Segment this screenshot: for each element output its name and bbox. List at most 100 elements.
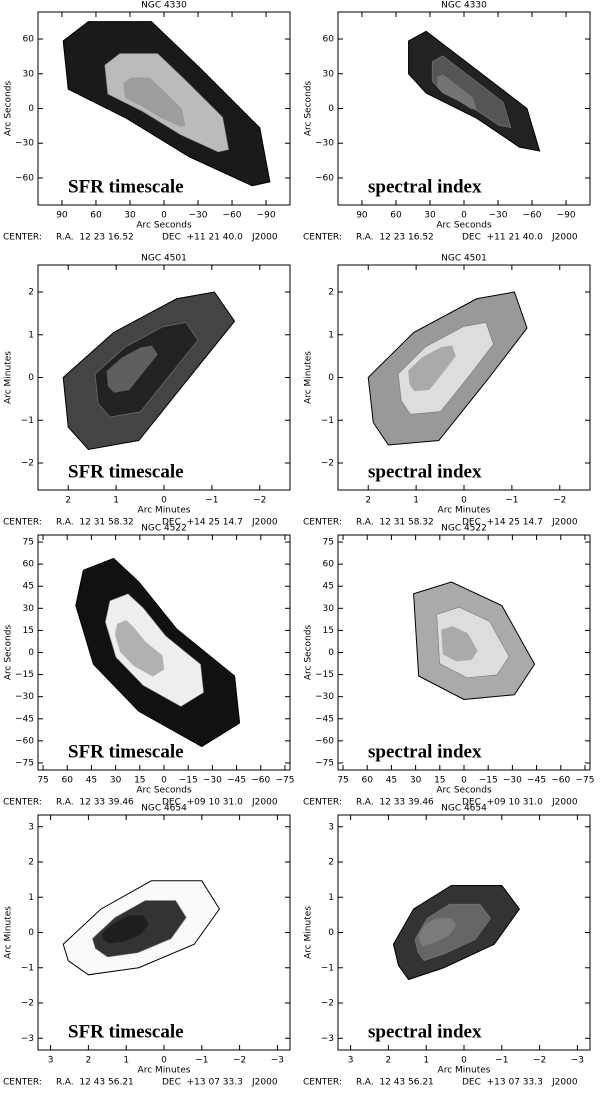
center-coords: CENTER: (3, 1078, 42, 1088)
y-tick-label: −3 (321, 1034, 334, 1044)
x-tick-label: −45 (527, 776, 546, 786)
x-tick-label: 60 (362, 776, 374, 786)
x-tick-label: 2 (65, 496, 71, 506)
center-coords: CENTER: (303, 518, 342, 528)
x-tick-label: 2 (365, 496, 371, 506)
y-tick-label: −60 (15, 173, 34, 183)
y-axis-label: Arc Seconds (4, 81, 14, 137)
center-coords: R.A. 12 33 39.46 (356, 798, 434, 808)
x-tick-label: 90 (56, 211, 68, 221)
y-tick-label: −3 (21, 1034, 34, 1044)
y-tick-label: 60 (323, 35, 335, 45)
x-tick-label: 0 (461, 1056, 467, 1066)
y-tick-label: 2 (328, 858, 334, 868)
x-tick-label: −30 (203, 776, 222, 786)
y-tick-label: 1 (328, 893, 334, 903)
x-tick-label: −1 (505, 496, 518, 506)
x-tick-label: 0 (461, 776, 467, 786)
x-axis-label: Arc Seconds (136, 221, 192, 231)
center-coords: DEC +09 10 31.0 (462, 798, 543, 808)
y-tick-label: 0 (328, 928, 334, 938)
x-tick-label: −2 (233, 1056, 246, 1066)
panel-title: NGC 4330 (141, 1, 187, 11)
y-axis-label: Arc Minutes (4, 351, 14, 404)
x-tick-label: 1 (123, 1056, 129, 1066)
x-tick-label: 90 (356, 211, 368, 221)
y-tick-label: 45 (23, 582, 34, 592)
y-tick-label: 1 (328, 330, 334, 340)
panel-title: NGC 4522 (141, 524, 187, 534)
center-coords: J2000 (251, 798, 278, 808)
map-contour (408, 345, 456, 392)
y-axis-label: Arc Minutes (304, 351, 314, 404)
y-tick-label: −30 (15, 139, 34, 149)
map-contour (101, 915, 149, 944)
x-tick-label: −2 (253, 496, 266, 506)
center-coords: DEC +13 07 33.3 (462, 1078, 543, 1088)
y-axis-label: Arc Seconds (304, 81, 314, 137)
y-tick-label: 0 (28, 928, 34, 938)
map-contour (437, 74, 477, 111)
y-tick-label: −30 (15, 692, 34, 702)
y-tick-label: −60 (15, 736, 34, 746)
center-coords: DEC +11 21 40.0 (462, 233, 543, 243)
center-coords: CENTER: (303, 1078, 342, 1088)
center-coords: J2000 (551, 233, 578, 243)
x-axis-label: Arc Seconds (436, 786, 492, 796)
x-tick-label: 0 (161, 776, 167, 786)
x-axis-label: Arc Minutes (138, 506, 191, 516)
y-tick-label: −15 (315, 670, 334, 680)
x-tick-label: 75 (337, 776, 348, 786)
x-tick-label: 45 (86, 776, 97, 786)
x-tick-label: 1 (423, 1056, 429, 1066)
panel: NGC 4501 2 1 0 −1 −2 2 1 0 −1 −2 Arc Minutes Arc Min… (3, 254, 291, 528)
x-tick-label: −90 (557, 211, 576, 221)
x-tick-label: −15 (479, 776, 498, 786)
center-coords: CENTER: (303, 233, 342, 243)
map-contour (114, 620, 165, 677)
y-tick-label: 0 (28, 373, 34, 383)
y-tick-label: −2 (321, 999, 334, 1009)
x-tick-label: −1 (195, 1056, 208, 1066)
y-tick-label: 2 (28, 858, 34, 868)
panel: NGC 4330 90 60 30 0 −30 −60 −90 60 30 0 −30 −60 Arc S… (3, 1, 291, 243)
overlay-label: SFR timescale (68, 461, 184, 482)
y-tick-label: −1 (321, 963, 334, 973)
y-axis-label: Arc Seconds (4, 625, 14, 681)
y-tick-label: 15 (323, 626, 334, 636)
map-contour (94, 322, 199, 418)
y-tick-label: 60 (23, 560, 35, 570)
x-tick-label: 3 (48, 1056, 54, 1066)
center-coords: DEC +13 07 33.3 (162, 1078, 243, 1088)
x-tick-label: 15 (134, 776, 145, 786)
x-tick-label: 2 (386, 1056, 392, 1066)
panel-title: NGC 4522 (441, 524, 487, 534)
x-tick-label: 30 (424, 211, 436, 221)
panel-title: NGC 4654 (141, 804, 187, 814)
x-axis-label: Arc Seconds (136, 786, 192, 796)
center-coords: J2000 (251, 233, 278, 243)
center-coords: CENTER: (3, 798, 42, 808)
overlay-label: spectral index (368, 176, 482, 197)
x-tick-label: −15 (179, 776, 198, 786)
center-coords: CENTER: (3, 233, 42, 243)
x-tick-label: −2 (553, 496, 566, 506)
x-tick-label: −30 (189, 211, 208, 221)
y-axis-label: Arc Minutes (4, 906, 14, 959)
x-tick-label: 3 (348, 1056, 354, 1066)
y-tick-label: 30 (323, 604, 335, 614)
y-tick-label: 0 (328, 104, 334, 114)
center-coords: J2000 (251, 518, 278, 528)
x-tick-label: 0 (161, 211, 167, 221)
y-tick-label: 15 (23, 626, 34, 636)
y-tick-label: 3 (28, 822, 34, 832)
center-coords: R.A. 12 33 39.46 (56, 798, 134, 808)
x-tick-label: −60 (223, 211, 242, 221)
y-tick-label: −75 (15, 758, 34, 768)
panel-title: NGC 4501 (441, 254, 487, 264)
x-tick-label: 60 (62, 776, 74, 786)
x-tick-label: −60 (251, 776, 270, 786)
center-coords: R.A. 12 23 16.52 (356, 233, 434, 243)
